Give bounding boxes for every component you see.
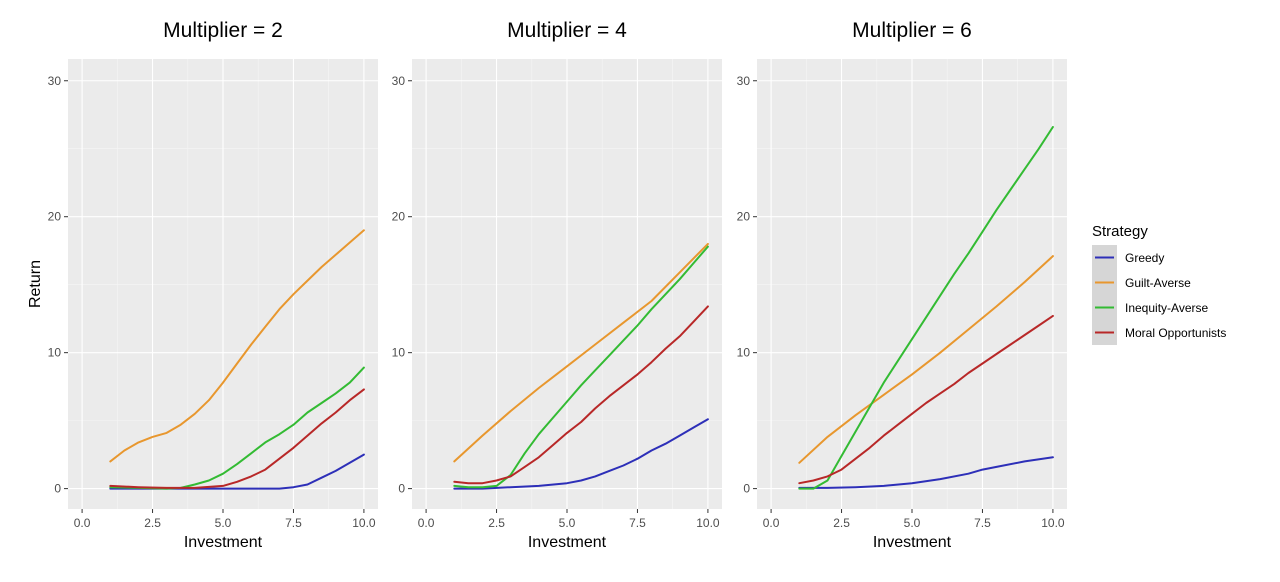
- x-tick-label: 2.5: [144, 516, 161, 530]
- series-line-greedy: [453, 418, 709, 490]
- x-axis-title: Investment: [184, 534, 263, 551]
- y-tick-label: 30: [737, 74, 751, 88]
- y-tick-label: 20: [392, 210, 406, 224]
- x-tick-label: 0.0: [74, 516, 91, 530]
- x-tick-label: 5.0: [904, 516, 921, 530]
- x-tick-label: 5.0: [559, 516, 576, 530]
- x-axis-title: Investment: [873, 534, 952, 551]
- x-axis-title: Investment: [528, 534, 607, 551]
- y-tick-label: 20: [737, 210, 751, 224]
- y-axis-title: Return: [27, 260, 44, 308]
- x-tick-label: 7.5: [285, 516, 302, 530]
- legend-label: Greedy: [1125, 251, 1164, 265]
- series-line-guilt-averse: [798, 255, 1054, 464]
- panel-title-3: Multiplier = 6: [852, 19, 972, 42]
- x-tick-label: 0.0: [418, 516, 435, 530]
- series-line-moral-opportunists: [798, 314, 1054, 485]
- series-line-moral-opportunists: [453, 305, 709, 485]
- x-tick-label: 10.0: [1041, 516, 1065, 530]
- y-tick-label: 10: [48, 346, 62, 360]
- x-tick-label: 2.5: [488, 516, 505, 530]
- y-tick-label: 30: [48, 74, 62, 88]
- y-tick-label: 0: [398, 482, 405, 496]
- y-tick-label: 0: [743, 482, 750, 496]
- y-tick-label: 30: [392, 74, 406, 88]
- series-line-moral-opportunists: [109, 388, 365, 489]
- legend-title: Strategy: [1092, 223, 1148, 240]
- legend-label: Moral Opportunists: [1125, 326, 1226, 340]
- x-tick-label: 2.5: [833, 516, 850, 530]
- series-line-inequity-averse: [453, 245, 709, 489]
- x-tick-label: 7.5: [974, 516, 991, 530]
- series-line-guilt-averse: [109, 229, 365, 463]
- legend-label: Guilt-Averse: [1125, 276, 1191, 290]
- series-line-inequity-averse: [798, 126, 1054, 490]
- panel-title-1: Multiplier = 2: [163, 19, 283, 42]
- y-tick-label: 20: [48, 210, 62, 224]
- panel-title-2: Multiplier = 4: [507, 19, 627, 42]
- x-tick-label: 5.0: [215, 516, 232, 530]
- series-line-greedy: [798, 456, 1054, 489]
- y-tick-label: 0: [54, 482, 61, 496]
- y-tick-label: 10: [392, 346, 406, 360]
- x-tick-label: 0.0: [763, 516, 780, 530]
- x-tick-label: 10.0: [696, 516, 720, 530]
- series-line-guilt-averse: [453, 242, 709, 463]
- y-tick-label: 10: [737, 346, 751, 360]
- x-tick-label: 10.0: [352, 516, 376, 530]
- x-tick-label: 7.5: [629, 516, 646, 530]
- legend-label: Inequity-Averse: [1125, 301, 1208, 315]
